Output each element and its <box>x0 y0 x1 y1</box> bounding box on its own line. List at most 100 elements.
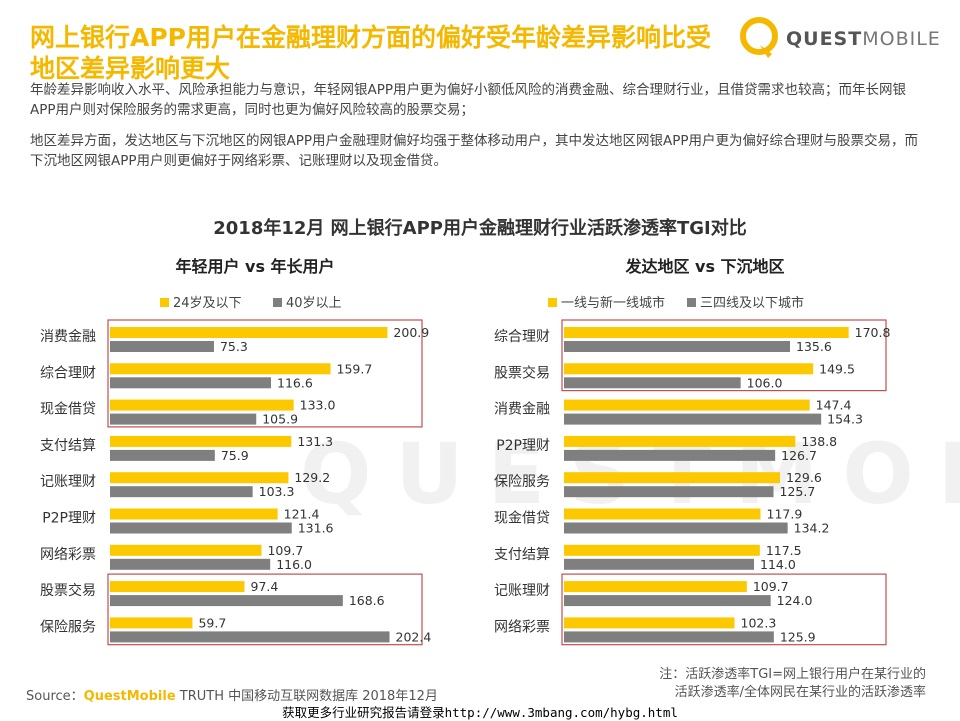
category-label: 网络彩票 <box>494 619 550 635</box>
bar-series-2 <box>564 449 776 461</box>
category-label: 综合理财 <box>494 329 550 345</box>
data-label: 117.5 <box>766 543 802 558</box>
data-label: 131.6 <box>298 521 334 536</box>
data-label: 124.0 <box>777 593 813 608</box>
legend-label-0: 一线与新一线城市 <box>561 295 665 311</box>
data-label: 133.0 <box>300 398 336 413</box>
paragraph-age: 年龄差异影响收入水平、风险承担能力与意识，年轻网银APP用户更为偏好小额低风险的… <box>30 82 907 118</box>
headline: 网上银行APP用户在金融理财方面的偏好受年龄差异影响比受地区差异影响更大 <box>30 23 711 83</box>
bar-series-2 <box>110 413 257 425</box>
bar-series-2 <box>564 595 771 607</box>
bar-series-1 <box>110 544 262 556</box>
bar-series-2 <box>110 595 343 607</box>
bar-series-1 <box>564 399 810 411</box>
data-label: 106.0 <box>747 375 783 390</box>
bar-series-2 <box>564 341 790 352</box>
bar-series-2 <box>564 631 774 643</box>
category-label: P2P理财 <box>496 438 550 454</box>
bar-series-1 <box>564 544 760 556</box>
data-label: 109.7 <box>753 579 789 594</box>
legend-label-0: 24岁及以下 <box>173 296 242 311</box>
data-label: 154.3 <box>827 412 863 427</box>
bar-series-2 <box>564 558 754 570</box>
highlight-box-0 <box>107 319 423 428</box>
data-label: 75.3 <box>220 339 248 354</box>
data-label: 159.7 <box>337 361 373 376</box>
bar-series-2 <box>110 341 214 352</box>
category-label: 消费金融 <box>40 329 96 345</box>
category-label: 支付结算 <box>494 547 550 563</box>
bar-series-1 <box>564 435 796 447</box>
category-label: 记账理财 <box>40 474 96 490</box>
data-label: 109.7 <box>267 543 303 558</box>
legend-label-1: 三四线及以下城市 <box>700 295 804 311</box>
bar-series-1 <box>564 472 780 484</box>
questmobile-logo: QUESTMOBILE <box>738 14 941 64</box>
data-label: 121.4 <box>284 507 320 522</box>
category-label: 消费金融 <box>494 402 550 418</box>
chart-title: 2018年12月 网上银行APP用户金融理财行业活跃渗透率TGI对比 <box>213 218 747 239</box>
data-label: 125.9 <box>780 629 816 644</box>
subchart-title: 年轻用户 vs 年长用户 <box>175 257 334 276</box>
data-label: 105.9 <box>262 412 298 427</box>
subchart-title: 发达地区 vs 下沉地区 <box>624 257 784 276</box>
data-label: 131.3 <box>297 434 333 449</box>
highlight-box-1 <box>561 573 887 646</box>
legend-swatch-1 <box>687 298 696 307</box>
bar-series-2 <box>110 377 272 389</box>
category-label: 综合理财 <box>40 365 96 381</box>
footer-link[interactable]: 获取更多行业研究报告请登录http://www.3mbang.com/hybg.… <box>282 705 678 720</box>
bar-series-2 <box>110 486 253 498</box>
bar-series-1 <box>110 581 245 593</box>
bar-series-1 <box>564 327 849 338</box>
source-line: Source：QuestMobile TRUTH 中国移动互联网数据库 2018… <box>26 689 438 704</box>
legend-swatch-0 <box>548 298 557 307</box>
bar-series-2 <box>564 522 788 534</box>
data-label: 168.6 <box>349 593 385 608</box>
category-label: 支付结算 <box>40 438 96 454</box>
data-label: 117.9 <box>767 507 803 522</box>
bar-series-1 <box>110 472 289 484</box>
data-label: 126.7 <box>781 448 817 463</box>
data-label: 59.7 <box>198 615 226 630</box>
category-label: 现金借贷 <box>494 511 550 527</box>
note-line-1: 注：活跃渗透率TGI=网上银行用户在某行业的 <box>659 667 926 682</box>
bar-series-2 <box>110 558 271 570</box>
data-label: 114.0 <box>760 557 796 572</box>
legend-swatch-1 <box>273 298 282 307</box>
bar-series-1 <box>110 617 193 629</box>
bar-series-1 <box>110 508 278 520</box>
legend-label-1: 40岁以上 <box>286 296 342 311</box>
category-label: P2P理财 <box>42 511 96 527</box>
data-label: 102.3 <box>741 615 777 630</box>
category-label: 保险服务 <box>494 474 550 490</box>
logo-text: QUESTMOBILE <box>786 28 941 50</box>
bar-series-2 <box>110 631 390 643</box>
bar-series-2 <box>564 377 741 389</box>
data-label: 138.8 <box>801 434 837 449</box>
note-line-2: 活跃渗透率/全体网民在某行业的活跃渗透率 <box>674 685 926 700</box>
data-label: 116.0 <box>276 557 312 572</box>
bar-series-2 <box>110 449 215 461</box>
data-label: 149.5 <box>819 361 855 376</box>
bar-series-1 <box>564 581 747 593</box>
bar-series-2 <box>110 522 292 534</box>
data-label: 129.2 <box>294 470 330 485</box>
data-label: 116.6 <box>277 375 313 390</box>
bar-series-1 <box>110 399 294 411</box>
category-label: 记账理财 <box>494 583 550 599</box>
category-label: 网络彩票 <box>40 547 96 563</box>
data-label: 135.6 <box>796 339 832 354</box>
data-label: 170.8 <box>855 325 891 340</box>
category-label: 现金借贷 <box>40 402 96 418</box>
data-label: 97.4 <box>251 579 279 594</box>
bar-series-1 <box>110 363 331 375</box>
data-label: 103.3 <box>259 484 295 499</box>
category-label: 股票交易 <box>40 582 96 599</box>
data-label: 134.2 <box>794 521 830 536</box>
bar-series-2 <box>564 486 774 498</box>
bar-series-1 <box>564 363 814 375</box>
data-label: 129.6 <box>786 470 822 485</box>
data-label: 125.7 <box>780 484 816 499</box>
